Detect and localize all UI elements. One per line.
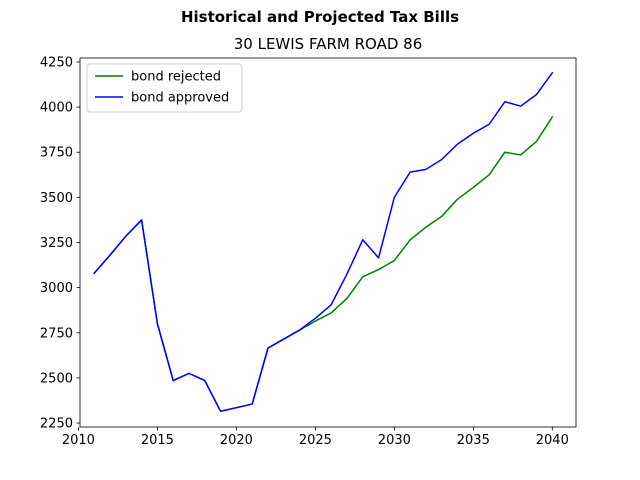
y-tick-label: 4250: [40, 55, 73, 70]
x-tick-label: 2035: [457, 433, 490, 448]
legend: bond rejected bond approved: [86, 63, 243, 113]
legend-label-2: bond approved: [131, 91, 229, 106]
chart-suptitle: Historical and Projected Tax Bills: [181, 8, 459, 26]
x-tick-label: 2025: [299, 433, 332, 448]
y-tick-label: 3750: [40, 146, 73, 161]
x-tick-label: 2015: [141, 433, 174, 448]
x-tick-label: 2010: [62, 433, 95, 448]
series-line-1: [93, 115, 554, 413]
series-line-2: [93, 71, 554, 413]
y-tick-label: 3500: [40, 191, 73, 206]
x-tick-label: 2020: [220, 433, 253, 448]
x-tick-label: 2030: [378, 433, 411, 448]
axes-frame: [79, 57, 577, 428]
y-tick-label: 3000: [40, 281, 73, 296]
y-tick-label: 2500: [40, 371, 73, 386]
y-tick-label: 4000: [40, 101, 73, 116]
y-tick-label: 2250: [40, 417, 73, 432]
plot-area: 2010 2015 2020 2025 2030 2035 2040 2250 2500 2750…: [40, 55, 577, 448]
y-tick-label: 2750: [40, 326, 73, 341]
legend-label-1: bond rejected: [131, 70, 221, 85]
y-tick-label: 3250: [40, 236, 73, 251]
x-tick-label: 2040: [536, 433, 569, 448]
chart-title: 30 LEWIS FARM ROAD 86: [234, 35, 423, 53]
legend-box: [86, 63, 243, 113]
